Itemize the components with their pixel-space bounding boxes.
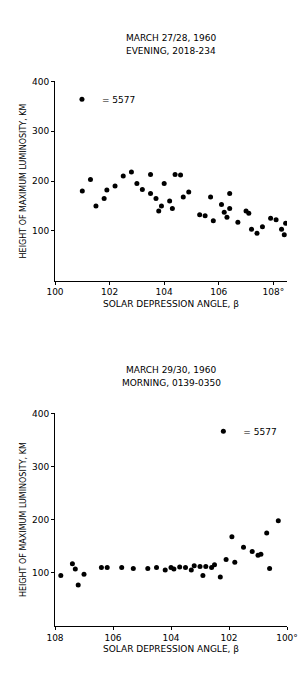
svg-text:400: 400 xyxy=(32,409,49,419)
svg-text:102: 102 xyxy=(220,633,237,643)
svg-text:EVENING, 2018-234: EVENING, 2018-234 xyxy=(126,46,216,56)
svg-text:104: 104 xyxy=(156,287,173,297)
svg-text:108: 108 xyxy=(46,633,63,643)
svg-text:102: 102 xyxy=(101,287,118,297)
svg-text:200: 200 xyxy=(32,515,49,525)
svg-text:HEIGHT OF MAXIMUM LUMINOSITY,: HEIGHT OF MAXIMUM LUMINOSITY, KM xyxy=(19,442,28,597)
svg-text:MARCH 27/28, 1960: MARCH 27/28, 1960 xyxy=(126,33,216,43)
svg-text:104: 104 xyxy=(162,633,179,643)
svg-text:= 5577: = 5577 xyxy=(243,427,276,437)
svg-text:100: 100 xyxy=(32,568,49,578)
svg-text:106: 106 xyxy=(210,287,227,297)
svg-text:HEIGHT OF MAXIMUM LUMINOSITY,: HEIGHT OF MAXIMUM LUMINOSITY, KM xyxy=(19,103,28,258)
svg-text:100: 100 xyxy=(32,226,49,236)
svg-text:106: 106 xyxy=(104,633,121,643)
svg-text:200: 200 xyxy=(32,176,49,186)
svg-text:108°: 108° xyxy=(263,287,285,297)
svg-text:300: 300 xyxy=(32,126,49,136)
svg-text:= 5577: = 5577 xyxy=(102,95,135,105)
svg-text:100°: 100° xyxy=(276,633,298,643)
svg-text:100: 100 xyxy=(46,287,63,297)
svg-text:SOLAR DEPRESSION ANGLE, β: SOLAR DEPRESSION ANGLE, β xyxy=(103,644,239,654)
svg-text:SOLAR DEPRESSION ANGLE, β: SOLAR DEPRESSION ANGLE, β xyxy=(103,299,239,309)
svg-text:MORNING, 0139-0350: MORNING, 0139-0350 xyxy=(122,378,221,388)
svg-text:MARCH 29/30, 1960: MARCH 29/30, 1960 xyxy=(126,365,216,375)
svg-text:300: 300 xyxy=(32,462,49,472)
svg-text:400: 400 xyxy=(32,77,49,87)
